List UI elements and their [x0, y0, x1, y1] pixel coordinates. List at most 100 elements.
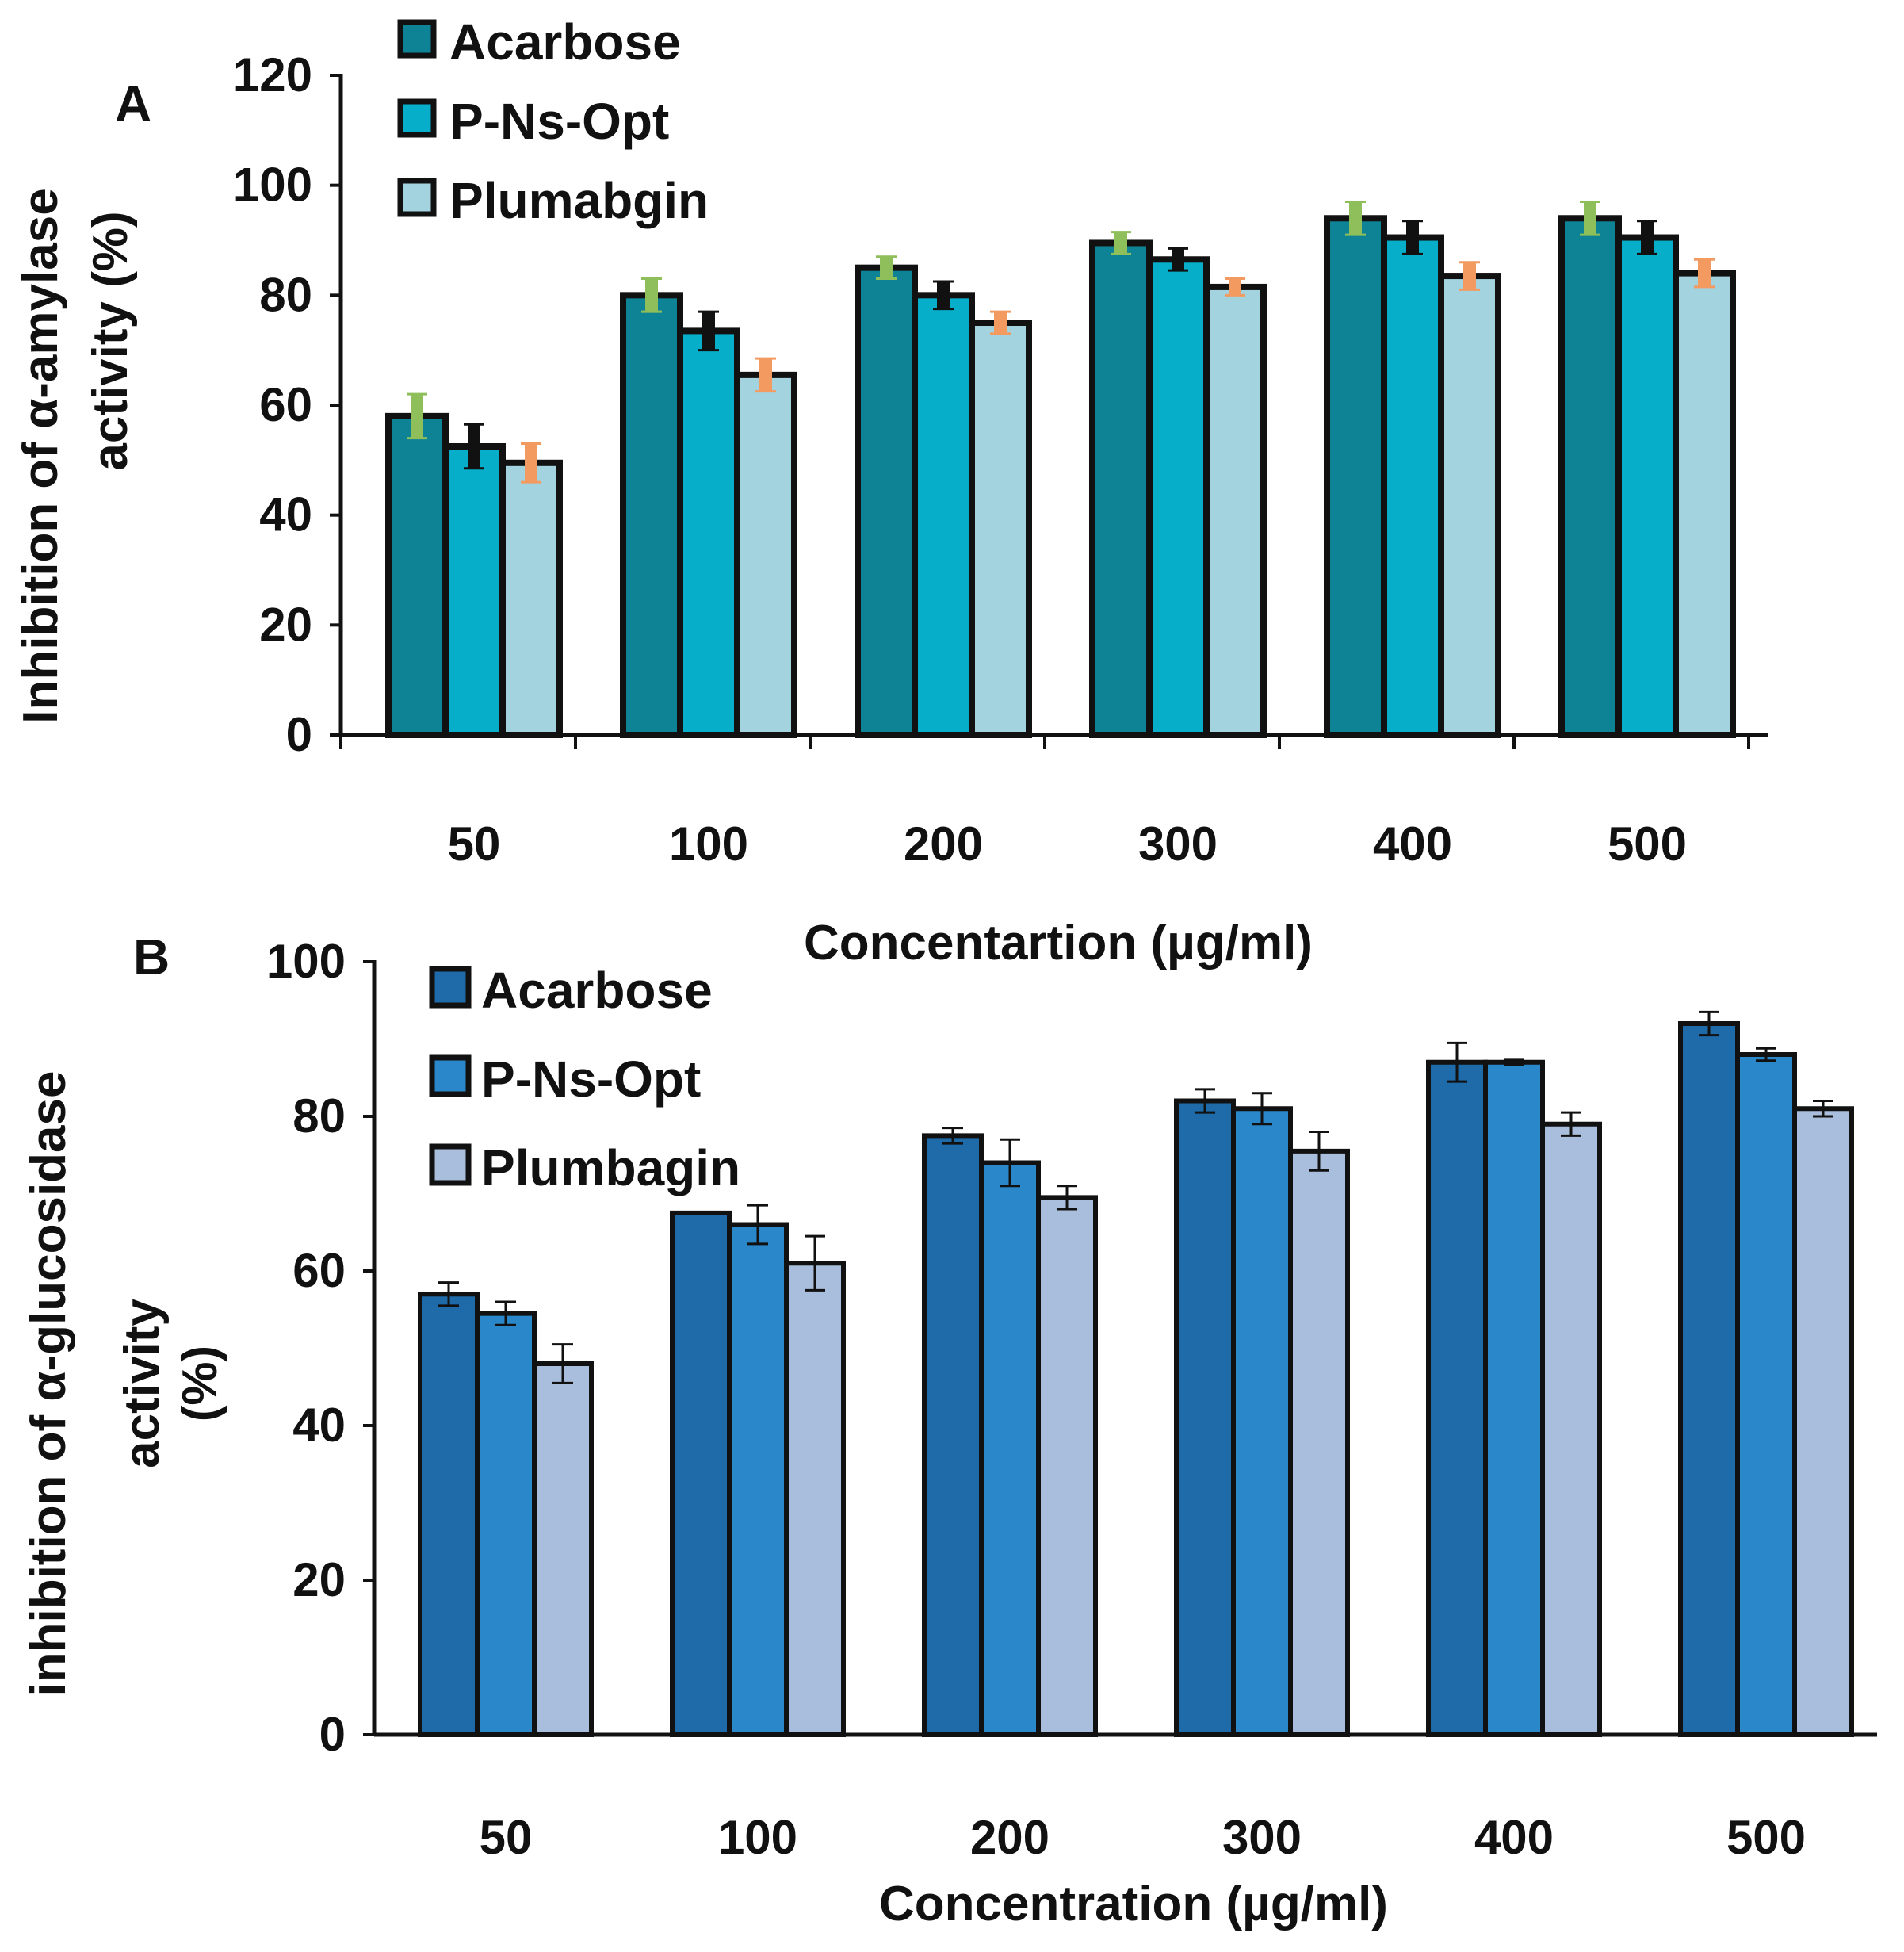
chart-b-legend-item-acarbose: Acarbose [429, 962, 713, 1019]
chart-a-legend-swatch [397, 178, 437, 217]
chart-b-bar-acarbose-50 [418, 1292, 480, 1737]
chart-a-bar-plumabgin-50 [499, 459, 563, 738]
chart-a-y-tick-label: 0 [286, 708, 312, 761]
chart-a-y-tick-label: 60 [259, 378, 312, 431]
chart-b-x-tick-label: 300 [1222, 1811, 1302, 1864]
chart-a-y-axis-label-line2: activity (%) [83, 211, 138, 470]
chart-b-bar-plumbagin-500 [1792, 1106, 1854, 1737]
chart-a-error-bar-plumabgin-100 [755, 357, 776, 393]
chart-b-legend: Acarbose P-Ns-Opt Plumbagin [429, 962, 740, 1196]
chart-b-error-bar-plumbagin-100 [805, 1234, 825, 1292]
chart-b-error-bar-plumbagin-200 [1057, 1185, 1077, 1211]
chart-a-x-tick-label: 500 [1608, 817, 1687, 871]
chart-a-bar-plumabgin-500 [1673, 270, 1736, 739]
chart-a-bar-plumabgin-100 [734, 371, 797, 738]
chart-b-error-bar-acarbose-50 [438, 1281, 459, 1307]
chart-b-error-bar-p-ns-opt-300 [1252, 1092, 1272, 1126]
chart-a-bar-acarbose-400 [1324, 215, 1387, 738]
chart-a-y-tick-label: 40 [259, 488, 312, 542]
chart-b-bar-p-ns-opt-100 [727, 1222, 789, 1737]
chart-a-bars [385, 215, 1736, 739]
chart-b-x-axis-label: Concentration (µg/ml) [879, 1877, 1388, 1931]
chart-b-alpha-glucosidase: 0 20 40 60 80 100 50 100 200 300 400 500 Acarbose P… [21, 928, 1877, 1931]
chart-a-panel-label: A [115, 75, 151, 132]
chart-b-bar-plumbagin-400 [1540, 1121, 1602, 1737]
chart-a-y-axis-label-line1: Inhibition of α-amylase [13, 188, 68, 723]
chart-b-x-tick-label: 400 [1474, 1811, 1554, 1864]
chart-b-bar-p-ns-opt-400 [1483, 1059, 1545, 1737]
chart-b-x-tick-label: 50 [480, 1811, 533, 1864]
chart-b-error-bar-plumbagin-500 [1813, 1100, 1833, 1118]
chart-a-error-bar-acarbose-200 [876, 255, 897, 281]
chart-b-error-bars [438, 1010, 1833, 1384]
chart-a-bar-acarbose-300 [1089, 239, 1153, 738]
chart-b-error-bar-acarbose-200 [942, 1127, 963, 1145]
chart-a-x-tick-label: 100 [669, 817, 748, 871]
chart-a-x-tick-label: 50 [448, 817, 501, 871]
chart-a-legend-swatch [397, 19, 437, 59]
chart-b-error-bar-p-ns-opt-100 [747, 1204, 768, 1246]
chart-a-error-bar-p-ns-opt-50 [464, 423, 484, 470]
chart-b-error-bar-plumbagin-400 [1561, 1111, 1581, 1137]
chart-b-error-bar-p-ns-opt-500 [1756, 1047, 1776, 1062]
chart-b-panel-label: B [133, 928, 170, 986]
chart-b-y-axis-label-line2: activity [115, 1299, 170, 1468]
chart-a-x-ticks: 50 100 200 300 400 500 [448, 817, 1687, 871]
chart-b-y-tick-label: 0 [319, 1708, 346, 1761]
chart-a-legend: Acarbose P-Ns-Opt Plumabgin [397, 13, 709, 229]
chart-b-bar-acarbose-500 [1678, 1021, 1740, 1737]
chart-b-legend-item-plumbagin: Plumbagin [429, 1139, 740, 1196]
chart-b-legend-item-p-ns-opt: P-Ns-Opt [429, 1051, 701, 1108]
chart-b-error-bar-plumbagin-300 [1309, 1131, 1329, 1172]
chart-b-bar-plumbagin-50 [532, 1361, 594, 1737]
chart-a-bar-plumabgin-400 [1438, 273, 1501, 739]
chart-b-y-tick-label: 80 [292, 1089, 346, 1142]
chart-b-bar-acarbose-200 [922, 1133, 984, 1737]
chart-a-legend-item-acarbose: Acarbose [397, 13, 681, 71]
chart-a-legend-item-plumabgin: Plumabgin [397, 172, 709, 229]
chart-a-error-bar-plumabgin-200 [990, 310, 1011, 335]
chart-a-legend-label: P-Ns-Opt [449, 93, 669, 150]
chart-a-legend-label: Acarbose [449, 13, 681, 71]
chart-b-legend-label: Acarbose [481, 962, 713, 1019]
chart-a-bar-plumabgin-300 [1203, 283, 1267, 738]
chart-a-y-tick-label: 100 [233, 159, 312, 212]
chart-b-bar-p-ns-opt-500 [1735, 1052, 1797, 1737]
chart-a-legend-label: Plumabgin [449, 172, 709, 229]
chart-a-alpha-amylase: 0 20 40 60 80 100 120 50 100 200 300 400 500 Acarbo… [13, 13, 1768, 970]
chart-b-y-tick-label: 40 [292, 1399, 346, 1452]
chart-a-bar-p-ns-opt-400 [1381, 234, 1444, 738]
chart-a-bar-p-ns-opt-300 [1146, 256, 1210, 738]
chart-a-error-bar-acarbose-400 [1345, 200, 1366, 236]
chart-a-x-tick-label: 400 [1373, 817, 1452, 871]
chart-a-legend-swatch [397, 98, 437, 138]
chart-b-bar-acarbose-100 [670, 1210, 732, 1737]
chart-b-y-tick-label: 100 [266, 935, 346, 988]
chart-a-bar-p-ns-opt-500 [1615, 234, 1679, 738]
chart-a-error-bars [407, 200, 1715, 484]
chart-a-bar-acarbose-50 [385, 412, 449, 738]
chart-b-y-ticks: 0 20 40 60 80 100 [266, 935, 374, 1761]
chart-b-error-bar-p-ns-opt-200 [1000, 1138, 1020, 1188]
chart-a-error-bar-acarbose-100 [641, 277, 662, 313]
chart-b-bar-acarbose-400 [1426, 1059, 1488, 1737]
chart-b-bar-plumbagin-100 [784, 1261, 846, 1737]
chart-a-x-tick-label: 200 [904, 817, 983, 871]
chart-a-error-bar-p-ns-opt-100 [698, 310, 719, 352]
chart-b-bar-plumbagin-300 [1288, 1148, 1350, 1737]
chart-a-bar-p-ns-opt-200 [912, 292, 975, 739]
chart-b-y-tick-label: 60 [292, 1244, 346, 1297]
chart-a-error-bar-p-ns-opt-400 [1402, 220, 1423, 255]
chart-a-error-bar-plumabgin-400 [1459, 261, 1480, 291]
chart-a-y-ticks: 0 20 40 60 80 100 120 [233, 48, 341, 761]
chart-a-error-bar-plumabgin-500 [1694, 258, 1715, 289]
chart-b-legend-label: Plumbagin [481, 1139, 740, 1196]
chart-b-x-tick-label: 500 [1726, 1811, 1806, 1864]
chart-b-axes [372, 960, 1877, 1737]
chart-b-error-bar-p-ns-opt-50 [495, 1300, 516, 1326]
chart-b-bar-acarbose-300 [1174, 1098, 1236, 1737]
chart-a-bar-acarbose-200 [855, 264, 918, 738]
chart-b-y-tick-label: 20 [292, 1553, 346, 1606]
chart-b-legend-swatch [429, 966, 472, 1009]
